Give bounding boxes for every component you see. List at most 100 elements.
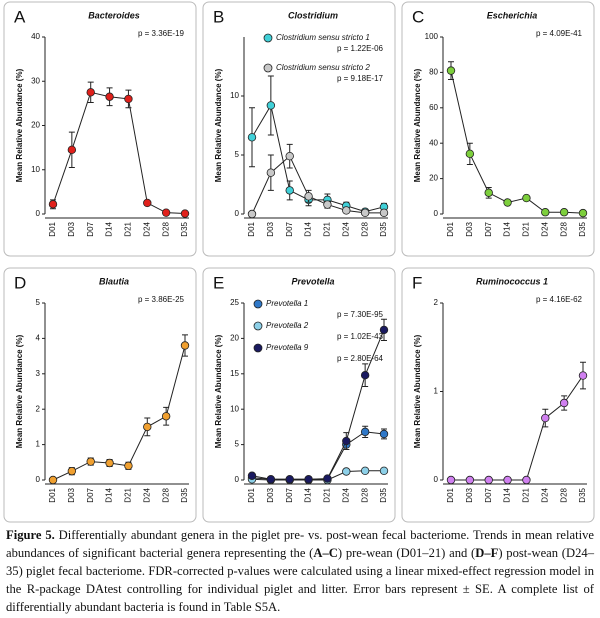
- data-point: [379, 208, 389, 218]
- caption: Figure 5. Differentially abundant genera…: [6, 526, 594, 616]
- y-axis-label: Mean Relative Abundance (%): [15, 334, 24, 448]
- data-point: [522, 193, 531, 203]
- data-point: [143, 422, 152, 432]
- x-tick-label: D14: [503, 487, 512, 502]
- x-tick-label: D07: [86, 487, 95, 502]
- y-tick-label: 10: [230, 91, 239, 100]
- panel-title: Escherichia: [487, 10, 538, 20]
- x-tick-label: D35: [578, 487, 587, 502]
- y-tick-label: 0: [36, 209, 41, 218]
- y-axis-label: Mean Relative Abundance (%): [413, 68, 422, 182]
- panel-frame: [401, 1, 595, 257]
- x-tick-label: D01: [247, 221, 256, 236]
- caption-text: ) post-wean (D24–35) piglet fecal bacter…: [6, 546, 594, 614]
- y-tick-label: 1: [434, 387, 439, 396]
- data-point: [285, 186, 294, 195]
- data-point: [484, 188, 493, 197]
- panel-title: Bacteroides: [88, 10, 140, 20]
- data-point: [247, 209, 257, 219]
- data-point: [247, 471, 257, 480]
- legend-swatch: [263, 33, 273, 43]
- panel-frame: [401, 267, 595, 523]
- legend-swatch: [263, 63, 273, 73]
- data-point: [446, 475, 456, 485]
- x-tick-label: D28: [559, 221, 568, 236]
- data-point: [379, 325, 389, 335]
- y-tick-label: 10: [230, 404, 239, 413]
- x-tick-label: D24: [341, 487, 350, 502]
- x-tick-label: D14: [304, 221, 313, 236]
- data-point: [446, 66, 456, 75]
- data-point: [360, 427, 370, 437]
- data-point: [559, 208, 569, 217]
- data-point: [522, 475, 531, 485]
- legend-label: Prevotella 2: [266, 321, 309, 330]
- x-tick-label: D03: [266, 487, 275, 502]
- data-point: [266, 475, 276, 484]
- x-tick-label: D21: [522, 221, 531, 236]
- x-tick-label: D35: [379, 487, 388, 502]
- y-tick-label: 40: [429, 138, 438, 147]
- panel-letter: C: [412, 7, 424, 26]
- y-tick-label: 20: [429, 174, 438, 183]
- x-tick-label: D07: [484, 221, 493, 236]
- x-tick-label: D01: [48, 221, 57, 236]
- series-line: [450, 70, 584, 214]
- x-tick-label: D24: [142, 487, 151, 502]
- data-point: [342, 206, 351, 215]
- x-tick-label: D35: [180, 221, 189, 236]
- y-tick-label: 5: [235, 150, 240, 159]
- x-tick-label: D01: [446, 221, 455, 236]
- data-point: [247, 133, 257, 142]
- panel-frame: [202, 1, 396, 257]
- y-tick-label: 25: [230, 298, 239, 307]
- x-tick-label: D03: [67, 221, 76, 236]
- panel-title: Clostridium: [288, 10, 338, 20]
- caption-text: A–C: [313, 546, 338, 560]
- data-point: [323, 200, 332, 209]
- data-point: [180, 209, 190, 218]
- series-line: [251, 155, 384, 215]
- p-value: p = 7.30E-95: [337, 310, 384, 319]
- data-point: [304, 475, 313, 484]
- x-tick-label: D14: [503, 221, 512, 236]
- y-tick-label: 4: [36, 334, 41, 343]
- x-tick-label: D07: [484, 487, 493, 502]
- x-tick-label: D01: [48, 487, 57, 502]
- data-point: [360, 208, 370, 218]
- x-tick-label: D24: [540, 221, 549, 236]
- y-tick-label: 3: [36, 369, 41, 378]
- data-point: [266, 101, 276, 110]
- x-tick-label: D03: [465, 221, 474, 236]
- data-point: [124, 461, 133, 471]
- y-tick-label: 5: [36, 298, 41, 307]
- data-point: [379, 429, 389, 439]
- x-tick-label: D28: [559, 487, 568, 502]
- p-value: p = 9.18E-17: [337, 74, 384, 83]
- p-value: p = 1.02E-43: [337, 332, 384, 341]
- data-point: [541, 413, 550, 423]
- panel-frame: [202, 267, 396, 523]
- data-point: [143, 198, 152, 208]
- data-point: [105, 92, 114, 101]
- data-point: [161, 412, 171, 421]
- panel-title: Prevotella: [291, 276, 334, 286]
- data-point: [266, 168, 276, 177]
- x-tick-label: D07: [285, 487, 294, 502]
- data-point: [503, 198, 512, 207]
- x-tick-label: D07: [285, 221, 294, 236]
- x-tick-label: D35: [180, 487, 189, 502]
- x-tick-label: D28: [161, 221, 170, 236]
- panel-letter: F: [412, 273, 422, 292]
- data-point: [360, 466, 370, 475]
- y-tick-label: 80: [429, 68, 438, 77]
- caption-text: ) pre-wean (D01–21) and (: [337, 546, 476, 560]
- y-tick-label: 2: [36, 404, 41, 413]
- x-tick-label: D24: [142, 221, 151, 236]
- x-tick-label: D01: [446, 487, 455, 502]
- x-tick-label: D21: [124, 221, 133, 236]
- data-point: [48, 200, 58, 209]
- y-tick-label: 40: [31, 32, 40, 41]
- data-point: [360, 371, 370, 380]
